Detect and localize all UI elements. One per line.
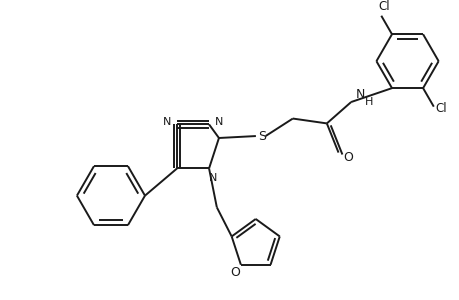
- Text: O: O: [342, 151, 353, 164]
- Text: N: N: [355, 88, 365, 101]
- Text: N: N: [214, 117, 223, 128]
- Text: N: N: [163, 117, 171, 128]
- Text: S: S: [257, 130, 265, 142]
- Text: Cl: Cl: [378, 0, 389, 13]
- Text: Cl: Cl: [435, 102, 447, 115]
- Text: O: O: [230, 266, 240, 279]
- Text: H: H: [364, 97, 372, 107]
- Text: N: N: [208, 173, 217, 183]
